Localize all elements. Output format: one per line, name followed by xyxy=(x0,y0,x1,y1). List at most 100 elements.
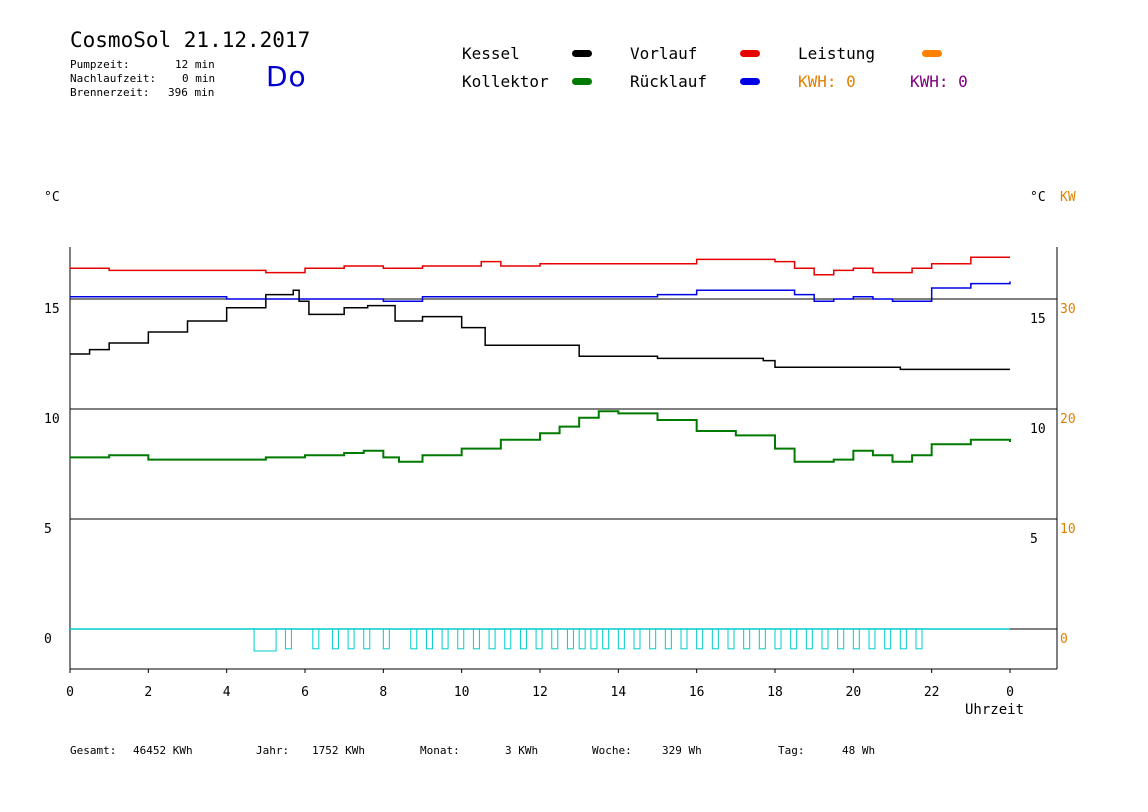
series-leistung-pulse xyxy=(472,628,480,650)
footer-value-gesamt: 46452 KWh xyxy=(133,744,193,757)
x-tick-label: 4 xyxy=(223,685,231,700)
right-axis-unit: °C xyxy=(1030,190,1046,205)
series-leistung-pulse xyxy=(727,628,735,650)
series-leistung-pulse xyxy=(743,628,751,650)
footer-value-woche: 329 Wh xyxy=(662,744,702,757)
series-leistung-pulse xyxy=(284,628,292,650)
legend-label-ruecklauf: Rücklauf xyxy=(630,72,708,91)
y-right-kw-tick-label: 30 xyxy=(1060,302,1076,317)
series-leistung-pulse xyxy=(410,628,418,650)
series-kessel-line xyxy=(70,289,1010,371)
series-leistung-pulse xyxy=(664,628,672,650)
series-leistung-pulse xyxy=(441,628,449,650)
series-leistung-pulse xyxy=(519,628,527,650)
series-leistung-pulse xyxy=(805,628,813,650)
chart-title: CosmoSol 21.12.2017 xyxy=(70,28,311,52)
y-left-tick-label: 0 xyxy=(44,632,52,647)
legend-kwh-2: KWH: 0 xyxy=(910,72,968,91)
x-tick-label: 0 xyxy=(66,685,74,700)
series-kollektor-line xyxy=(70,410,1011,463)
x-tick-label: 2 xyxy=(144,685,152,700)
series-leistung-pulse xyxy=(758,628,766,650)
x-tick-label: 16 xyxy=(689,685,705,700)
y-left-tick-label: 5 xyxy=(44,522,52,537)
y-left-tick-label: 10 xyxy=(44,412,60,427)
legend-swatch-leistung xyxy=(922,50,942,57)
x-tick-label: 14 xyxy=(611,685,627,700)
series-leistung-pulse xyxy=(837,628,845,650)
y-right-tick-label: 5 xyxy=(1030,532,1038,547)
x-tick-label: 0 xyxy=(1006,685,1014,700)
x-tick-label: 10 xyxy=(454,685,470,700)
series-leistung-pulse xyxy=(868,628,876,650)
legend-swatch-kessel xyxy=(572,50,592,57)
footer-label-gesamt: Gesamt: xyxy=(70,744,117,757)
footer-label-tag: Tag: xyxy=(778,744,805,757)
series-leistung-pulse xyxy=(535,628,543,650)
legend-label-vorlauf: Vorlauf xyxy=(630,44,698,63)
series-leistung-pulse xyxy=(649,628,657,650)
series-leistung-pulse xyxy=(551,628,559,650)
footer-label-woche: Woche: xyxy=(592,744,632,757)
series-leistung-pulse xyxy=(331,628,339,650)
footer-label-jahr: Jahr: xyxy=(256,744,290,757)
series-leistung-pulse xyxy=(566,628,574,650)
x-tick-label: 12 xyxy=(532,685,548,700)
series-leistung-pulse xyxy=(363,628,371,650)
footer-value-jahr: 1752 KWh xyxy=(312,744,365,757)
series-leistung-pulse xyxy=(382,628,390,650)
legend-label-kollektor: Kollektor xyxy=(462,72,549,91)
stat-label-brennerzeit: Brennerzeit: xyxy=(70,86,150,99)
legend-swatch-kollektor xyxy=(572,78,592,85)
series-leistung-pulse xyxy=(457,628,465,650)
weekday-label: Do xyxy=(266,60,307,93)
series-vorlauf-line xyxy=(70,256,1010,276)
series-leistung-pulse xyxy=(790,628,798,650)
stat-label-pumpzeit: Pumpzeit: xyxy=(70,58,130,71)
series-leistung-pulse xyxy=(504,628,512,650)
y-right-tick-label: 15 xyxy=(1030,312,1046,327)
y-right-tick-label: 10 xyxy=(1030,422,1046,437)
stat-value-nachlaufzeit: 0 min xyxy=(182,72,216,85)
series-leistung-pulse xyxy=(347,628,355,650)
series-leistung-pulse xyxy=(696,628,704,650)
series-leistung-pulse xyxy=(425,628,433,650)
series-leistung-pulse xyxy=(602,628,610,650)
series-leistung-pulse xyxy=(821,628,829,650)
footer-label-monat: Monat: xyxy=(420,744,460,757)
x-tick-label: 8 xyxy=(379,685,387,700)
series-leistung-pulse xyxy=(711,628,719,650)
x-tick-label: 18 xyxy=(767,685,783,700)
legend-swatch-ruecklauf xyxy=(740,78,760,85)
x-tick-label: 20 xyxy=(846,685,862,700)
legend-label-leistung: Leistung xyxy=(798,44,876,63)
series-leistung-pulse xyxy=(852,628,860,650)
series-leistung-pulse xyxy=(590,628,598,650)
series-leistung-pulse xyxy=(617,628,625,650)
series-leistung-pulse xyxy=(680,628,688,650)
series-leistung-pulse xyxy=(884,628,892,650)
y-right-kw-tick-label: 0 xyxy=(1060,632,1068,647)
footer-value-tag: 48 Wh xyxy=(842,744,876,757)
legend-label-kessel: Kessel xyxy=(462,44,520,63)
x-tick-label: 6 xyxy=(301,685,309,700)
series-leistung-pulse xyxy=(488,628,496,650)
stat-label-nachlaufzeit: Nachlaufzeit: xyxy=(70,72,157,85)
y-left-tick-label: 15 xyxy=(44,302,60,317)
series-leistung-pulse xyxy=(774,628,782,650)
x-axis-label: Uhrzeit xyxy=(965,702,1025,718)
footer-value-monat: 3 KWh xyxy=(505,744,539,757)
left-axis-unit: °C xyxy=(44,190,60,205)
x-tick-label: 22 xyxy=(924,685,940,700)
series-leistung-pulse xyxy=(915,628,923,650)
stat-value-pumpzeit: 12 min xyxy=(175,58,215,71)
series-leistung-pulse xyxy=(312,628,320,650)
series-leistung-pulse xyxy=(253,628,277,652)
series-leistung-pulse xyxy=(578,628,586,650)
series-leistung-pulse xyxy=(899,628,907,650)
series-ruecklauf-line xyxy=(70,281,1011,302)
y-right-kw-tick-label: 10 xyxy=(1060,522,1076,537)
right-axis-unit-kw: KW xyxy=(1060,190,1076,205)
legend-kwh-1: KWH: 0 xyxy=(798,72,856,91)
